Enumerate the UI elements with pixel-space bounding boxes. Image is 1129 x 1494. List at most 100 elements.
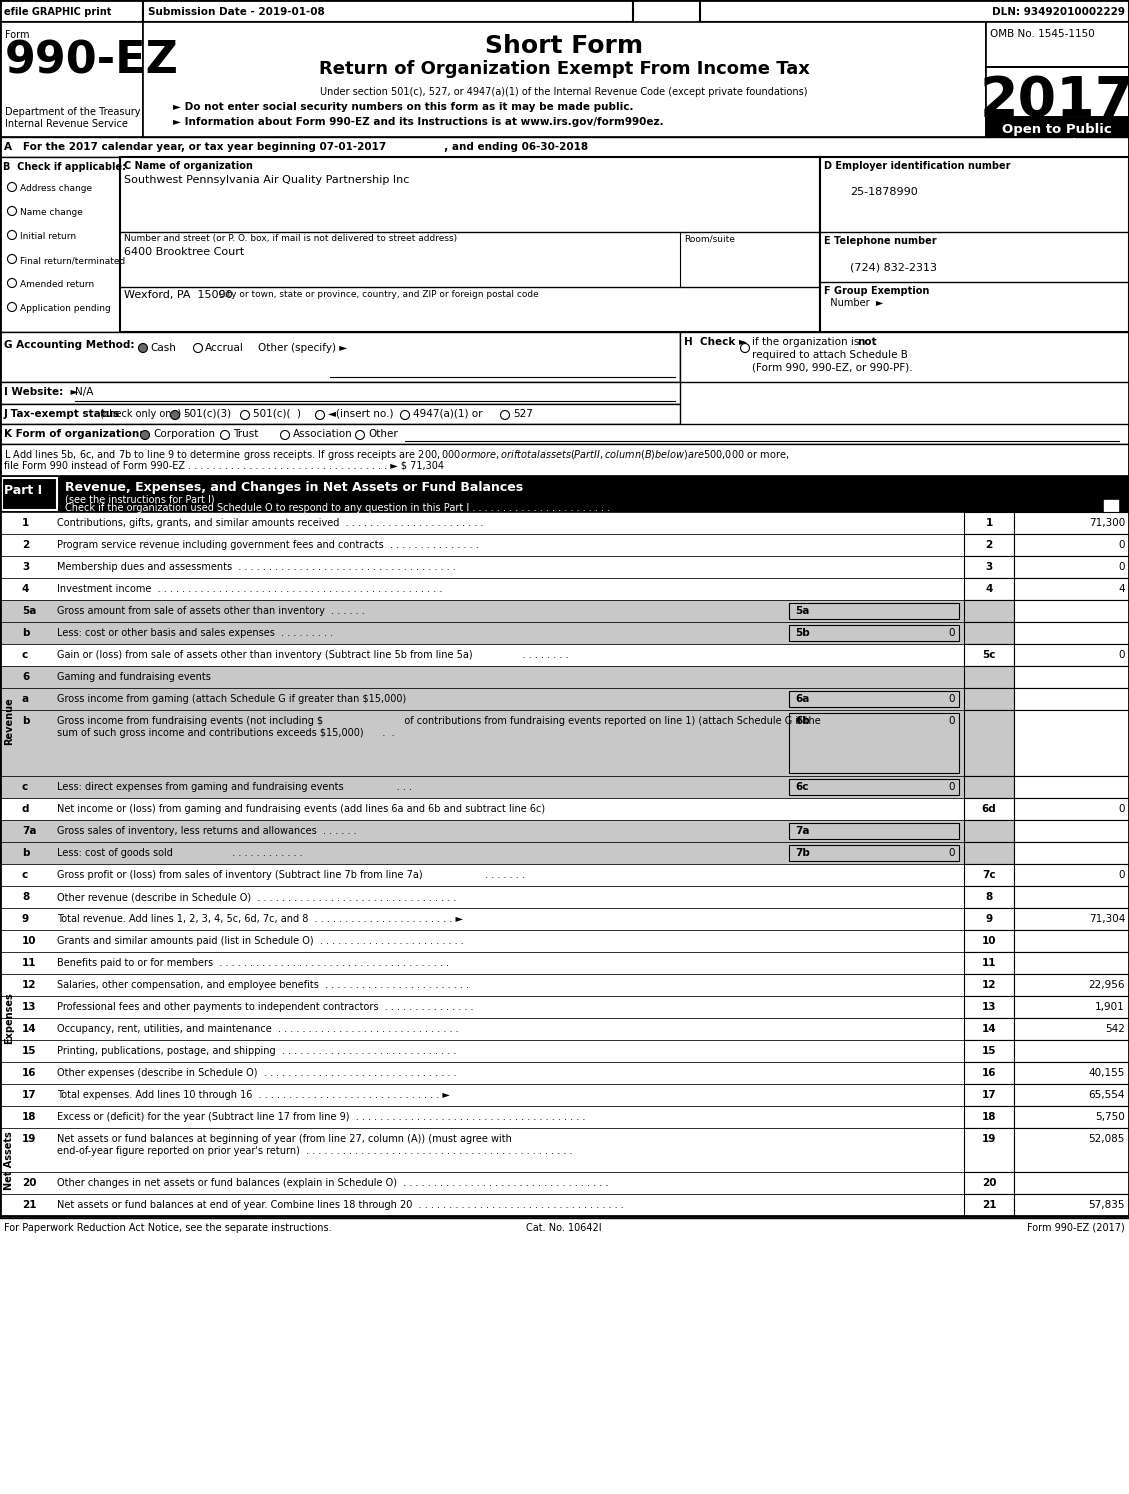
Text: 2: 2: [21, 539, 29, 550]
Bar: [0, 644, 1129, 666]
Circle shape: [356, 430, 365, 439]
Bar: [964, 622, 1014, 644]
Bar: [0, 578, 1129, 601]
Bar: [789, 846, 959, 861]
Text: Submission Date - 2019-01-08: Submission Date - 2019-01-08: [148, 7, 325, 16]
Text: 0: 0: [1119, 804, 1124, 814]
Bar: [964, 1128, 1014, 1171]
Text: 20: 20: [982, 1177, 996, 1188]
Text: 0: 0: [948, 627, 955, 638]
Text: 2: 2: [986, 539, 992, 550]
Text: Gaming and fundraising events: Gaming and fundraising events: [56, 672, 211, 681]
Bar: [143, 22, 986, 137]
Bar: [964, 512, 1014, 533]
Bar: [964, 1171, 1014, 1194]
Bar: [964, 1194, 1014, 1216]
Bar: [1014, 533, 1129, 556]
Text: 65,554: 65,554: [1088, 1091, 1124, 1100]
Text: Membership dues and assessments  . . . . . . . . . . . . . . . . . . . . . . . .: Membership dues and assessments . . . . …: [56, 562, 456, 572]
Circle shape: [140, 430, 149, 439]
Bar: [964, 908, 1014, 929]
Text: 71,304: 71,304: [1088, 914, 1124, 923]
Text: F Group Exemption: F Group Exemption: [824, 285, 929, 296]
Bar: [0, 1106, 1129, 1128]
Text: 9: 9: [986, 914, 992, 923]
Text: Gross profit or (loss) from sales of inventory (Subtract line 7b from line 7a)  : Gross profit or (loss) from sales of inv…: [56, 870, 525, 880]
Text: Part I: Part I: [5, 484, 42, 498]
Text: A   For the 2017 calendar year, or tax year beginning 07-01-2017                : A For the 2017 calendar year, or tax yea…: [5, 142, 588, 152]
Text: ◄(insert no.): ◄(insert no.): [329, 409, 394, 418]
Bar: [0, 424, 1129, 444]
Circle shape: [500, 411, 509, 420]
Text: 10: 10: [982, 937, 996, 946]
Text: 14: 14: [21, 1023, 36, 1034]
Circle shape: [8, 230, 17, 239]
Text: Gross income from gaming (attach Schedule G if greater than $15,000): Gross income from gaming (attach Schedul…: [56, 695, 406, 704]
Text: Gross sales of inventory, less returns and allowances  . . . . . .: Gross sales of inventory, less returns a…: [56, 826, 357, 837]
Bar: [964, 1085, 1014, 1106]
Text: 15: 15: [21, 1046, 36, 1056]
Bar: [1014, 843, 1129, 864]
Circle shape: [8, 254, 17, 263]
Bar: [964, 1040, 1014, 1062]
Bar: [0, 1062, 1129, 1085]
Bar: [0, 952, 1129, 974]
Text: D Employer identification number: D Employer identification number: [824, 161, 1010, 170]
Text: Net assets or fund balances at beginning of year (from line 27, column (A)) (mus: Net assets or fund balances at beginning…: [56, 1134, 511, 1144]
Text: Other changes in net assets or fund balances (explain in Schedule O)  . . . . . : Other changes in net assets or fund bala…: [56, 1177, 609, 1188]
Bar: [0, 382, 680, 403]
Text: 6400 Brooktree Court: 6400 Brooktree Court: [124, 247, 244, 257]
Text: 18: 18: [982, 1112, 996, 1122]
Text: 5,750: 5,750: [1095, 1112, 1124, 1122]
Text: 22,956: 22,956: [1088, 980, 1124, 991]
Text: c: c: [21, 781, 28, 792]
Text: Net assets or fund balances at end of year. Combine lines 18 through 20  . . . .: Net assets or fund balances at end of ye…: [56, 1200, 623, 1210]
Text: 4: 4: [1119, 584, 1124, 595]
Text: b: b: [21, 716, 29, 726]
Text: sum of such gross income and contributions exceeds $15,000)      .  .: sum of such gross income and contributio…: [56, 728, 395, 738]
Bar: [964, 929, 1014, 952]
Text: 21: 21: [982, 1200, 996, 1210]
Bar: [0, 444, 1129, 477]
Text: G Accounting Method:: G Accounting Method:: [5, 341, 134, 350]
Bar: [0, 775, 1129, 798]
Bar: [1014, 952, 1129, 974]
Text: 17: 17: [982, 1091, 996, 1100]
Bar: [986, 67, 1129, 117]
Text: 4: 4: [986, 584, 992, 595]
Text: Name change: Name change: [20, 208, 82, 217]
Bar: [964, 1017, 1014, 1040]
Bar: [1014, 1085, 1129, 1106]
Text: 542: 542: [1105, 1023, 1124, 1034]
Bar: [1014, 644, 1129, 666]
Text: Under section 501(c), 527, or 4947(a)(1) of the Internal Revenue Code (except pr: Under section 501(c), 527, or 4947(a)(1)…: [321, 87, 807, 97]
Bar: [1014, 886, 1129, 908]
Text: Net income or (loss) from gaming and fundraising events (add lines 6a and 6b and: Net income or (loss) from gaming and fun…: [56, 804, 545, 814]
Bar: [0, 908, 1129, 929]
Bar: [789, 823, 959, 840]
Text: 6a: 6a: [795, 695, 809, 704]
Text: K Form of organization:: K Form of organization:: [5, 429, 143, 439]
Bar: [1014, 1194, 1129, 1216]
Text: (Form 990, 990-EZ, or 990-PF).: (Form 990, 990-EZ, or 990-PF).: [752, 363, 912, 374]
Text: For Paperwork Reduction Act Notice, see the separate instructions.: For Paperwork Reduction Act Notice, see …: [5, 1224, 332, 1233]
Text: Total expenses. Add lines 10 through 16  . . . . . . . . . . . . . . . . . . . .: Total expenses. Add lines 10 through 16 …: [56, 1091, 449, 1100]
Circle shape: [139, 344, 148, 353]
Text: Gross income from fundraising events (not including $                          o: Gross income from fundraising events (no…: [56, 716, 821, 726]
Text: Form 990-EZ (2017): Form 990-EZ (2017): [1027, 1224, 1124, 1233]
Bar: [1014, 798, 1129, 820]
Text: Occupancy, rent, utilities, and maintenance  . . . . . . . . . . . . . . . . . .: Occupancy, rent, utilities, and maintena…: [56, 1023, 458, 1034]
Bar: [964, 578, 1014, 601]
Bar: [0, 622, 1129, 644]
Text: 57,835: 57,835: [1088, 1200, 1124, 1210]
Text: 14: 14: [982, 1023, 996, 1034]
Bar: [1014, 1017, 1129, 1040]
Bar: [0, 0, 1129, 1216]
Text: Address change: Address change: [20, 184, 93, 193]
Bar: [964, 1106, 1014, 1128]
Text: Gain or (loss) from sale of assets other than inventory (Subtract line 5b from l: Gain or (loss) from sale of assets other…: [56, 650, 569, 660]
Text: Total revenue. Add lines 1, 2, 3, 4, 5c, 6d, 7c, and 8  . . . . . . . . . . . . : Total revenue. Add lines 1, 2, 3, 4, 5c,…: [56, 914, 463, 923]
Text: OMB No. 1545-1150: OMB No. 1545-1150: [990, 28, 1095, 39]
Bar: [0, 974, 1129, 996]
Text: L Add lines 5b, 6c, and 7b to line 9 to determine gross receipts. If gross recei: L Add lines 5b, 6c, and 7b to line 9 to …: [5, 448, 789, 462]
